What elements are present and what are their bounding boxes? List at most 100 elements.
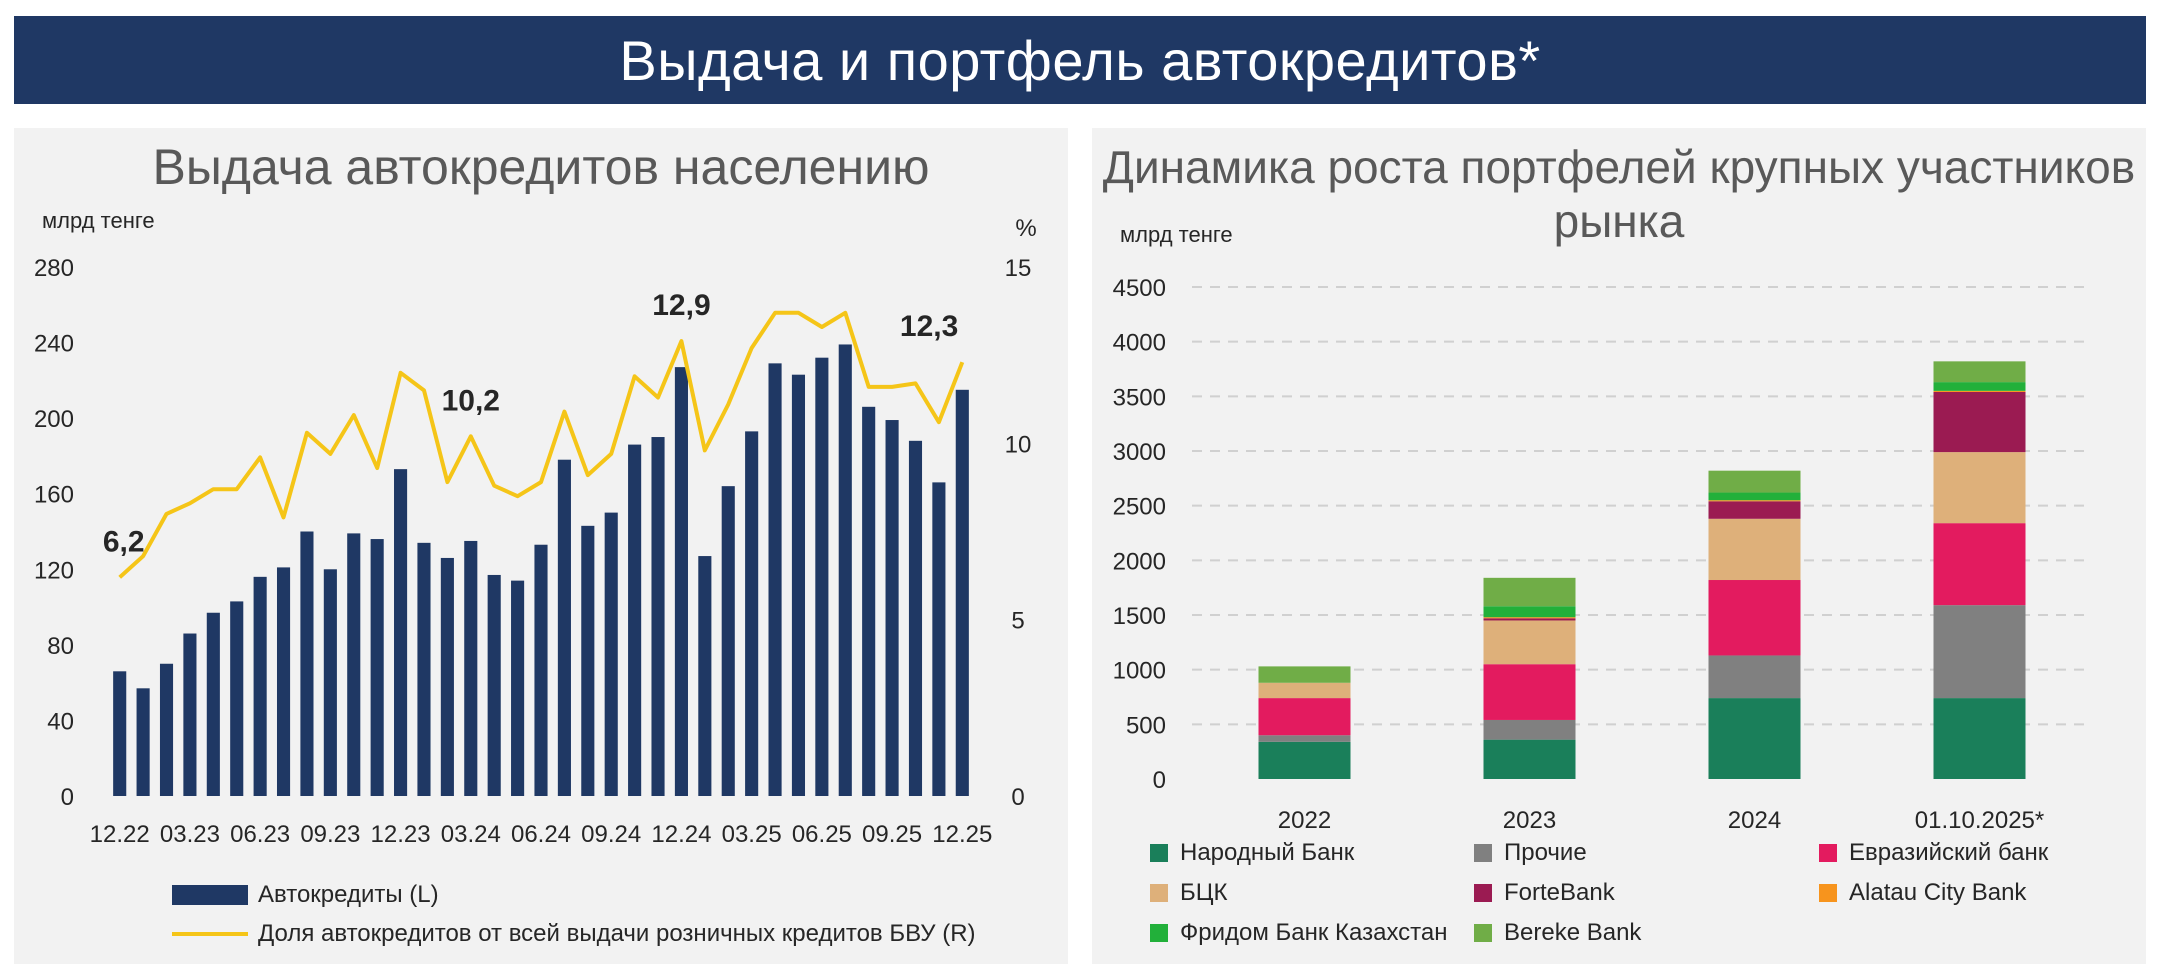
bar (183, 633, 197, 796)
bar-segment (1708, 655, 1801, 699)
y-tick-label: 4000 (1113, 330, 1166, 357)
bar-segment (1258, 698, 1351, 736)
y-tick-label-right: 0 (1011, 784, 1024, 811)
legend-swatch (1150, 884, 1168, 902)
auto-loan-issuance-chart: млрд тенге % 0 40 80 120 160 200 240 280 0 5 10 15 6,2… (34, 208, 1037, 848)
bar-segment (1258, 682, 1351, 699)
portfolio-growth-panel: Динамика роста портфелей крупных участни… (1092, 128, 2146, 964)
y-tick-label: 0 (1153, 767, 1166, 794)
y-tick-label: 2000 (1113, 548, 1166, 575)
x-tick-label: 09.23 (300, 821, 360, 848)
bar (628, 444, 642, 796)
bar (394, 469, 408, 796)
y-tick-label-left: 280 (34, 255, 74, 282)
x-tick-label: 06.24 (511, 821, 571, 848)
legend-swatch-bar (172, 885, 248, 905)
bar-segment (1708, 492, 1801, 501)
bar-segment (1258, 735, 1351, 742)
y-tick-label-left: 120 (34, 557, 74, 584)
share-line (118, 310, 965, 579)
bar (440, 557, 454, 796)
bar (932, 482, 946, 796)
bar-segment (1483, 620, 1576, 665)
legend-swatch (1474, 844, 1492, 862)
bar (791, 374, 806, 796)
bar (815, 357, 829, 796)
y-tick-label: 2500 (1113, 494, 1166, 521)
bar (113, 671, 127, 796)
bar-segment (1258, 666, 1351, 683)
y-tick-label: 3500 (1113, 384, 1166, 411)
bar-segment (1483, 618, 1576, 621)
data-label: 12,3 (900, 310, 958, 343)
bar-segment (1933, 523, 2026, 606)
bar (908, 440, 923, 796)
bar-segment (1933, 390, 2026, 392)
legend-swatch (1819, 884, 1837, 902)
bar-segment (1933, 391, 2026, 453)
bar-segment (1483, 719, 1576, 740)
legend-swatch (1474, 884, 1492, 902)
bar (674, 367, 688, 796)
y-tick-label: 4500 (1113, 275, 1166, 302)
bar-segment (1708, 500, 1801, 502)
data-label: 12,9 (652, 289, 710, 322)
bar (721, 486, 735, 796)
bar-segment (1483, 739, 1576, 779)
right-chart-title: Динамика роста портфелей крупных участни… (1102, 141, 2136, 247)
bar (136, 688, 150, 796)
bar (464, 540, 478, 796)
x-tick-label: 2024 (1728, 807, 1781, 834)
left-y-axis-unit: млрд тенге (42, 208, 155, 233)
bar-segment (1708, 501, 1801, 519)
legend-item-line: Доля автокредитов от всей выдачи розничн… (172, 920, 976, 948)
data-label: 10,2 (442, 384, 500, 417)
legend-item: Фридом Банк Казахстан (1150, 919, 1448, 947)
y-axis-unit: млрд тенге (1120, 222, 1233, 247)
bar-segment (1708, 518, 1801, 581)
y-tick-label-left: 40 (47, 708, 74, 735)
x-tick-label: 03.25 (722, 821, 782, 848)
legend-swatch (1150, 924, 1168, 942)
legend-item: Народный Банк (1150, 839, 1354, 867)
bar (347, 533, 361, 796)
y-tick-label-left: 0 (61, 784, 74, 811)
y-tick-label-left: 200 (34, 406, 74, 433)
legend-label: БЦК (1180, 879, 1228, 906)
bar-segment (1933, 382, 2026, 391)
legend-item-bars: Автокредиты (L) (172, 881, 439, 909)
x-tick-label: 12.23 (371, 821, 431, 848)
x-tick-label: 09.25 (862, 821, 922, 848)
bar-segment (1483, 664, 1576, 720)
auto-loan-issuance-panel: Выдача автокредитов населению млрд тенге… (14, 128, 1068, 964)
bar-segment (1933, 605, 2026, 699)
bar-segment (1258, 741, 1351, 779)
bar-segment (1933, 452, 2026, 524)
data-label: 6,2 (103, 525, 145, 558)
bar (955, 389, 969, 796)
bar-segment (1483, 577, 1576, 607)
legend-swatch (1474, 924, 1492, 942)
legend-label: ForteBank (1504, 879, 1615, 906)
page-title: Выдача и портфель автокредитов* (14, 16, 2146, 104)
legend-label: Bereke Bank (1504, 919, 1642, 946)
left-chart-title: Выдача автокредитов населению (152, 139, 930, 195)
y-tick-label-left: 160 (34, 482, 74, 509)
y-tick-label-left: 80 (47, 633, 74, 660)
bar (557, 459, 571, 796)
bar (487, 574, 501, 796)
bar-segment (1708, 698, 1801, 779)
bar (206, 612, 220, 796)
y-tick-label: 1500 (1113, 603, 1166, 630)
x-tick-label: 2022 (1278, 807, 1331, 834)
y-tick-label: 1000 (1113, 658, 1166, 685)
y-tick-label: 3000 (1113, 439, 1166, 466)
bar-segment (1708, 470, 1801, 493)
right-y-axis-unit: % (1015, 215, 1036, 242)
bar-segment (1933, 361, 2026, 383)
bar-segment (1708, 580, 1801, 656)
x-tick-label: 12.24 (651, 821, 711, 848)
bar (253, 576, 267, 796)
legend-label: Alatau City Bank (1849, 879, 2027, 906)
x-tick-label: 01.10.2025* (1915, 807, 2044, 834)
